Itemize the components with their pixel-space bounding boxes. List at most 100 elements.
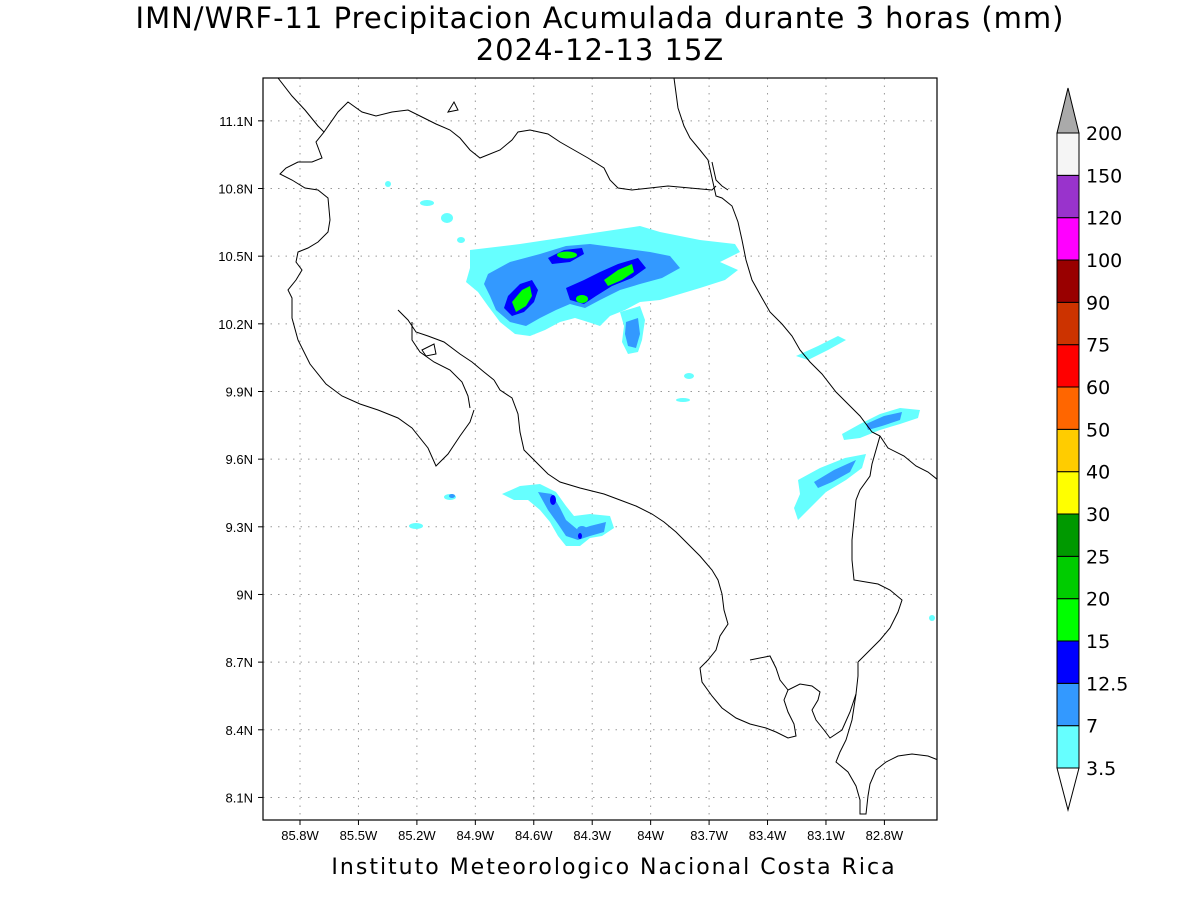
osa-peninsula [749, 655, 789, 691]
nicoya-gulf-shore [411, 322, 471, 409]
map-content [277, 78, 937, 815]
precip-15mm-center [576, 295, 588, 303]
colorbar-label: 30 [1086, 504, 1110, 526]
colorbar-segment [1056, 301, 1080, 346]
colorbar-segment [1056, 682, 1080, 727]
y-tick-label: 10.8N [218, 182, 253, 197]
y-tick-label: 9.6N [226, 452, 253, 467]
precip-12mm-spot-2 [578, 533, 582, 539]
x-tick-label: 84.3W [573, 828, 611, 843]
y-tick-label: 9.3N [226, 520, 253, 535]
colorbar-segment [1056, 428, 1080, 473]
colorbar-segment [1056, 132, 1080, 176]
x-tick-label: 85.5W [340, 828, 378, 843]
y-tick-label: 9N [236, 587, 253, 602]
precip-15mm-west [512, 286, 532, 312]
precip-12mm-spot-1 [550, 495, 556, 505]
precip-spot-6 [676, 398, 690, 402]
colorbar-label: 50 [1086, 419, 1110, 441]
colorbar-label: 3.5 [1086, 758, 1116, 780]
nicoya-peninsula-inner [397, 309, 495, 381]
y-tick-label: 8.7N [226, 655, 253, 670]
x-tick-label: 85.8W [281, 828, 319, 843]
colorbar-segment [1056, 555, 1080, 600]
precip-15mm-east [604, 264, 634, 286]
colorbar-max-arrow [1056, 87, 1080, 134]
colorbar: 3.5 7 12.5 15 20 25 30 40 50 60 75 90 100 120 150 200 [1056, 87, 1128, 812]
colorbar-segment [1056, 259, 1080, 303]
colorbar-label: 200 [1086, 123, 1122, 145]
title-line-1: IMN/WRF-11 Precipitacion Acumulada duran… [135, 1, 1065, 35]
longitude-axis: 85.8W 85.5W 85.2W 84.9W 84.6W 84.3W 84W 83.7W 83… [281, 820, 904, 843]
colorbar-segment [1056, 217, 1080, 261]
colorbar-segment [1056, 386, 1080, 430]
colorbar-segment [1056, 640, 1080, 684]
x-tick-label: 83.7W [690, 828, 728, 843]
y-tick-label: 11.1N [219, 114, 253, 129]
precip-spot-9 [929, 615, 935, 621]
colorbar-label: 90 [1086, 292, 1110, 314]
map-frame [262, 77, 938, 821]
y-tick-label: 10.5N [218, 249, 253, 264]
footer-credit: Instituto Meteorologico Nacional Costa R… [331, 855, 897, 880]
x-tick-label: 83.4W [749, 828, 787, 843]
colorbar-segment [1056, 598, 1080, 642]
y-tick-label: 10.2N [218, 317, 253, 332]
precip-7mm-caribbean-1 [866, 412, 902, 430]
title-line-2: 2024-12-13 15Z [475, 33, 725, 67]
precip-7mm-caribbean-2 [814, 460, 856, 488]
x-tick-label: 83.1W [807, 828, 845, 843]
nicoya-gulf-island [421, 343, 437, 357]
precip-7mm-north-tail [625, 318, 640, 348]
central-pacific-coast [493, 379, 859, 739]
x-tick-label: 85.2W [398, 828, 436, 843]
nicaragua-costa-rica-border [323, 101, 717, 191]
precip-7mm-central [538, 492, 606, 540]
precip-spot-4 [385, 181, 391, 187]
colorbar-label: 100 [1086, 250, 1122, 272]
x-tick-label: 82.8W [866, 828, 904, 843]
colorbar-label: 150 [1086, 165, 1122, 187]
precip-spot-2 [420, 200, 434, 206]
colorbar-label: 25 [1086, 546, 1110, 568]
lake-nicaragua-islet [446, 100, 459, 113]
colorbar-segment [1056, 513, 1080, 557]
x-tick-label: 84.9W [457, 828, 495, 843]
precip-spot-8 [409, 523, 423, 529]
colorbar-label: 15 [1086, 631, 1110, 653]
y-tick-label: 8.1N [226, 790, 253, 805]
coastlines [277, 78, 937, 815]
colorbar-label: 20 [1086, 589, 1110, 611]
colorbar-label: 75 [1086, 335, 1110, 357]
san-juan-river-mouth [711, 161, 729, 191]
x-tick-label: 84.6W [515, 828, 553, 843]
precip-spot-5 [684, 373, 694, 379]
burica-peninsula [835, 693, 937, 815]
y-tick-label: 9.9N [226, 384, 253, 399]
colorbar-segment [1056, 725, 1080, 769]
colorbar-label: 120 [1086, 208, 1122, 230]
precip-7mm-spot-1 [449, 494, 455, 498]
colorbar-label: 40 [1086, 462, 1110, 484]
nicaragua-pacific-coast [277, 78, 475, 467]
colorbar-min-arrow [1056, 767, 1080, 812]
costa-rica-panama-border [851, 435, 903, 663]
colorbar-label: 60 [1086, 377, 1110, 399]
colorbar-segment [1056, 174, 1080, 219]
map-title: IMN/WRF-11 Precipitacion Acumulada duran… [0, 2, 1200, 66]
precipitation-fields [385, 181, 935, 621]
y-tick-label: 8.4N [226, 723, 253, 738]
precip-spot-1 [441, 213, 453, 223]
x-tick-label: 84W [637, 828, 664, 843]
precip-15mm-north [557, 251, 577, 259]
latitude-axis: 11.1N 10.8N 10.5N 10.2N 9.9N 9.6N 9.3N 9N 8.7N 8.… [218, 114, 263, 805]
precip-7mm-spot-2 [577, 526, 587, 534]
colorbar-label: 12.5 [1086, 673, 1128, 695]
map-gridlines [263, 78, 937, 820]
precip-area-caribbean-3 [796, 336, 846, 360]
colorbar-label: 7 [1086, 716, 1098, 738]
colorbar-segment [1056, 344, 1080, 388]
colorbar-segment [1056, 471, 1080, 515]
precip-spot-3 [457, 237, 465, 243]
